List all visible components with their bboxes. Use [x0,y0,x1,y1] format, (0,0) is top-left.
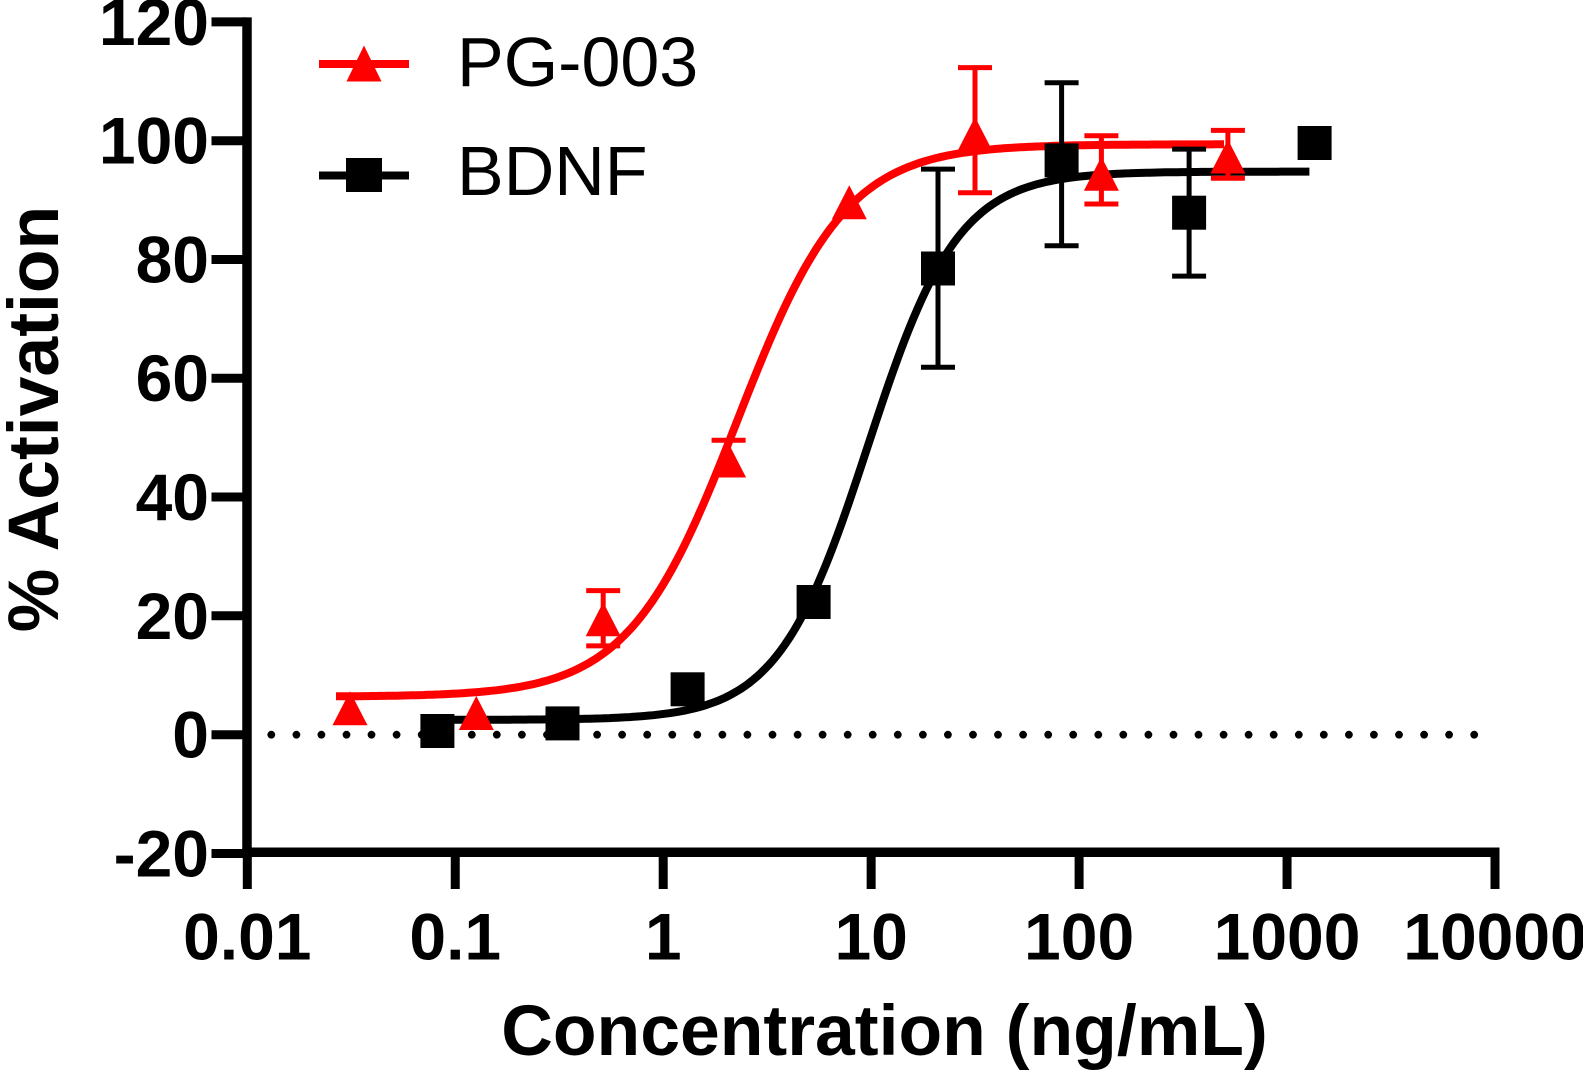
svg-text:40: 40 [136,460,209,534]
svg-text:10000: 10000 [1403,900,1583,974]
svg-text:0.01: 0.01 [183,900,311,974]
svg-text:100: 100 [99,104,209,178]
svg-text:0.1: 0.1 [409,900,501,974]
svg-text:120: 120 [99,0,209,59]
svg-text:BDNF: BDNF [457,132,648,210]
svg-text:20: 20 [136,579,209,653]
svg-text:100: 100 [1024,900,1134,974]
svg-text:0: 0 [172,698,209,772]
svg-text:80: 80 [136,223,209,297]
svg-text:1000: 1000 [1214,900,1361,974]
svg-text:1: 1 [645,900,682,974]
svg-text:10: 10 [834,900,907,974]
svg-text:PG-003: PG-003 [457,23,698,101]
svg-text:-20: -20 [114,817,209,891]
svg-text:% Activation: % Activation [0,206,74,632]
svg-text:Concentration (ng/mL): Concentration (ng/mL) [501,991,1268,1071]
svg-text:60: 60 [136,341,209,415]
